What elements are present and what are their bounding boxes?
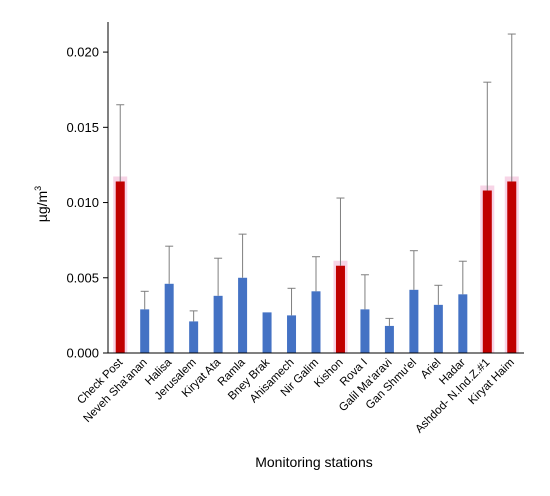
y-axis-title: µg/m3 xyxy=(33,186,50,222)
bar xyxy=(140,309,150,353)
y-axis-title-superscript: 3 xyxy=(33,186,43,191)
y-axis: 0.000 0.005 0.010 0.015 0.020 xyxy=(66,45,108,361)
bar xyxy=(507,181,517,353)
bar xyxy=(458,294,468,353)
bar xyxy=(482,190,492,353)
error-bars xyxy=(116,33,516,326)
bar xyxy=(433,304,443,353)
bar xyxy=(335,265,345,353)
bar xyxy=(164,283,174,353)
y-tick-label: 0.000 xyxy=(66,346,99,361)
y-tick-label: 0.020 xyxy=(66,45,99,60)
bar xyxy=(238,277,248,353)
y-tick-label: 0.010 xyxy=(66,195,99,210)
y-tick-label: 0.005 xyxy=(66,270,99,285)
bar xyxy=(287,315,297,353)
bar xyxy=(409,289,419,353)
y-tick-label: 0.015 xyxy=(66,120,99,135)
bar xyxy=(213,295,223,353)
bar xyxy=(360,309,370,353)
bar xyxy=(384,325,394,353)
bar xyxy=(311,291,321,353)
x-axis-title: Monitoring stations xyxy=(255,454,373,470)
bars xyxy=(113,176,519,353)
bar xyxy=(262,312,272,353)
bar xyxy=(189,321,199,353)
y-axis-title-text: µg/m xyxy=(34,191,50,222)
bar xyxy=(115,181,125,353)
